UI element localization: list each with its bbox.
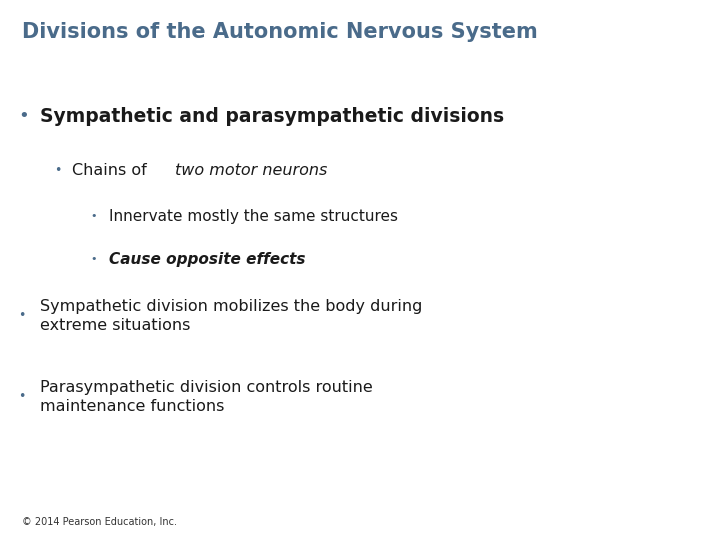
Text: •: •: [18, 107, 29, 125]
Text: •: •: [18, 309, 25, 322]
Text: •: •: [90, 211, 96, 221]
Text: Sympathetic division mobilizes the body during
extreme situations: Sympathetic division mobilizes the body …: [40, 299, 422, 333]
Text: two motor neurons: two motor neurons: [175, 163, 328, 178]
Text: •: •: [18, 390, 25, 403]
Text: © 2014 Pearson Education, Inc.: © 2014 Pearson Education, Inc.: [22, 516, 176, 526]
Text: Parasympathetic division controls routine
maintenance functions: Parasympathetic division controls routin…: [40, 380, 372, 414]
Text: Divisions of the Autonomic Nervous System: Divisions of the Autonomic Nervous Syste…: [22, 22, 537, 42]
Text: Cause opposite effects: Cause opposite effects: [109, 252, 306, 267]
Text: •: •: [54, 164, 61, 177]
Text: Innervate mostly the same structures: Innervate mostly the same structures: [109, 208, 398, 224]
Text: •: •: [90, 254, 96, 264]
Text: Chains of: Chains of: [72, 163, 152, 178]
Text: Sympathetic and parasympathetic divisions: Sympathetic and parasympathetic division…: [40, 106, 504, 126]
